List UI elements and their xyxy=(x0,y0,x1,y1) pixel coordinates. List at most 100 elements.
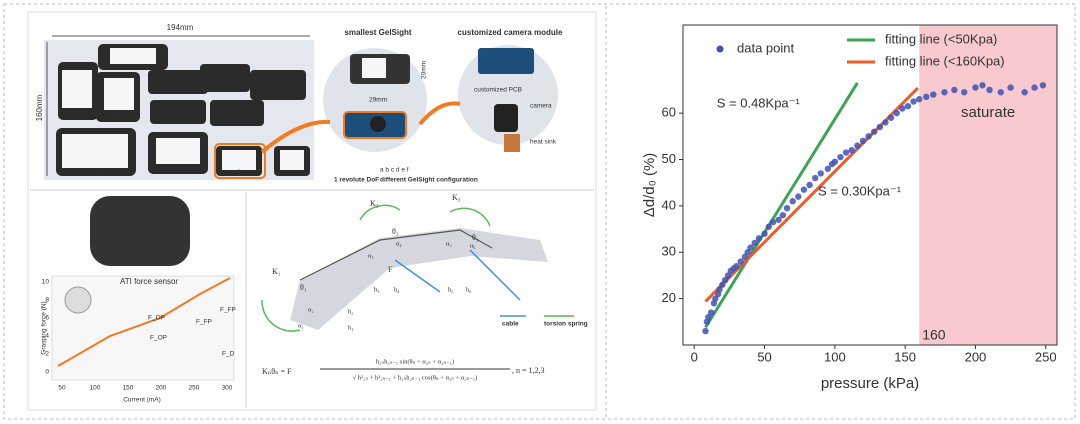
height-label: h₁ xyxy=(348,324,354,331)
force-ticks: 0 2 4 6 8 10 50 100 150 200 250 300 xyxy=(42,279,233,392)
force-curve xyxy=(57,277,231,367)
camera-label: camera xyxy=(530,103,552,110)
x-tick-label: 50 xyxy=(757,349,771,364)
gelsight-width: 29mm xyxy=(369,97,387,104)
data-point xyxy=(923,93,930,101)
fit-label: S = 0.48Kpa⁻¹ xyxy=(717,95,801,110)
data-point xyxy=(817,170,824,177)
force-xtick: 250 xyxy=(189,385,200,392)
x-tick-label: 250 xyxy=(1035,349,1057,364)
fit-line xyxy=(704,87,919,303)
data-point xyxy=(712,295,719,302)
cable-label: cable xyxy=(502,321,519,328)
data-point xyxy=(737,258,744,265)
data-point xyxy=(882,119,889,126)
arrow xyxy=(260,119,331,154)
force-label: F_FP xyxy=(196,319,212,326)
module-screens xyxy=(62,48,304,170)
x-axis-label: pressure (kPa) xyxy=(821,375,919,392)
screen xyxy=(280,150,304,170)
force-ytick: 0 xyxy=(45,369,49,376)
x-tick-label: 150 xyxy=(894,349,916,364)
force-ytick: 6 xyxy=(45,315,49,322)
x-tick-label: 200 xyxy=(965,349,987,364)
data-point xyxy=(724,272,732,279)
screen xyxy=(62,134,128,168)
legend-label: fitting line (<160Kpa) xyxy=(885,53,1005,68)
dim-width: 194mm xyxy=(167,23,194,32)
alpha-label: α₃ xyxy=(368,252,374,259)
force-xtick: 200 xyxy=(156,385,167,392)
x-tick-label: 0 xyxy=(691,349,698,364)
y-tick-label: 20 xyxy=(662,290,676,305)
letters: a b c d e f xyxy=(77,111,293,176)
formula-numerator: h₂ₙh₂ₙ₋₁ sin(θₙ + α₂ₙ + α₂ₙ₋₁) xyxy=(376,358,454,365)
height-label: h₆ xyxy=(466,286,472,293)
data-point xyxy=(893,109,900,117)
data-point xyxy=(972,84,979,91)
spring-label: K₁ xyxy=(272,267,281,276)
data-point xyxy=(961,89,968,96)
heat-sink xyxy=(504,134,520,152)
alpha-label: α₆ xyxy=(470,242,476,249)
alpha-label: α₁ xyxy=(298,322,304,329)
alpha-label: α₅ xyxy=(446,240,452,247)
data-point xyxy=(910,98,917,105)
force-label: F xyxy=(388,265,393,274)
force-label: F_OP xyxy=(150,335,167,342)
config-label: different GelSight configuration xyxy=(380,177,478,184)
data-point xyxy=(854,142,861,149)
heat-sink-label: heat sink xyxy=(530,139,557,146)
data-point xyxy=(951,86,958,94)
threshold-label: 160 xyxy=(922,327,946,343)
data-point xyxy=(705,313,712,321)
data-point xyxy=(941,89,948,96)
arrow xyxy=(418,101,461,126)
screen xyxy=(222,150,256,170)
letter: b xyxy=(238,169,242,176)
spring-label: K₃ xyxy=(452,193,461,202)
region-label: saturate xyxy=(961,104,1015,121)
fit-line xyxy=(704,82,859,329)
gelsight-screen xyxy=(362,58,386,78)
angle-label: θ₃ xyxy=(472,233,479,242)
pcb-label: customized PCB xyxy=(474,87,522,94)
data-point xyxy=(837,153,844,161)
data-point xyxy=(795,193,802,200)
force-ytick: 8 xyxy=(45,297,49,304)
force-label: F_OP xyxy=(148,315,165,322)
y-tick-label: 40 xyxy=(662,197,676,212)
data-point xyxy=(721,276,729,284)
formula-right: , n = 1,2,3 xyxy=(512,366,545,375)
data-point xyxy=(842,149,850,156)
legend-label: fitting line (<50Kpa) xyxy=(885,31,997,46)
data-point xyxy=(899,105,906,112)
data-point xyxy=(716,286,723,293)
dim-height: 160mm xyxy=(35,94,44,121)
data-point xyxy=(887,114,895,121)
letters-label: a b c d e f xyxy=(380,167,409,174)
legend-dot xyxy=(716,45,724,53)
spring-arc xyxy=(261,204,491,332)
data-point xyxy=(779,211,787,219)
y-tick-label: 50 xyxy=(662,151,676,166)
data-point xyxy=(765,223,772,230)
force-label: F_FP xyxy=(220,307,236,314)
data-point xyxy=(761,230,768,237)
data-point xyxy=(769,218,777,226)
data-point xyxy=(1021,89,1028,96)
module xyxy=(150,100,206,124)
data-point xyxy=(997,89,1004,96)
dof-label: 1 revolute DoF xyxy=(334,177,379,184)
ati-sensor xyxy=(64,286,92,314)
letter: f xyxy=(77,111,79,118)
data-point xyxy=(744,249,751,256)
link-line xyxy=(299,229,493,281)
data-point xyxy=(979,82,986,89)
data-point xyxy=(789,198,796,205)
force-ylabel: Grasping force (N) xyxy=(41,301,48,354)
screen xyxy=(156,138,200,164)
data-point xyxy=(806,181,813,189)
x-tick-label: 100 xyxy=(824,349,846,364)
data-point xyxy=(848,147,855,154)
